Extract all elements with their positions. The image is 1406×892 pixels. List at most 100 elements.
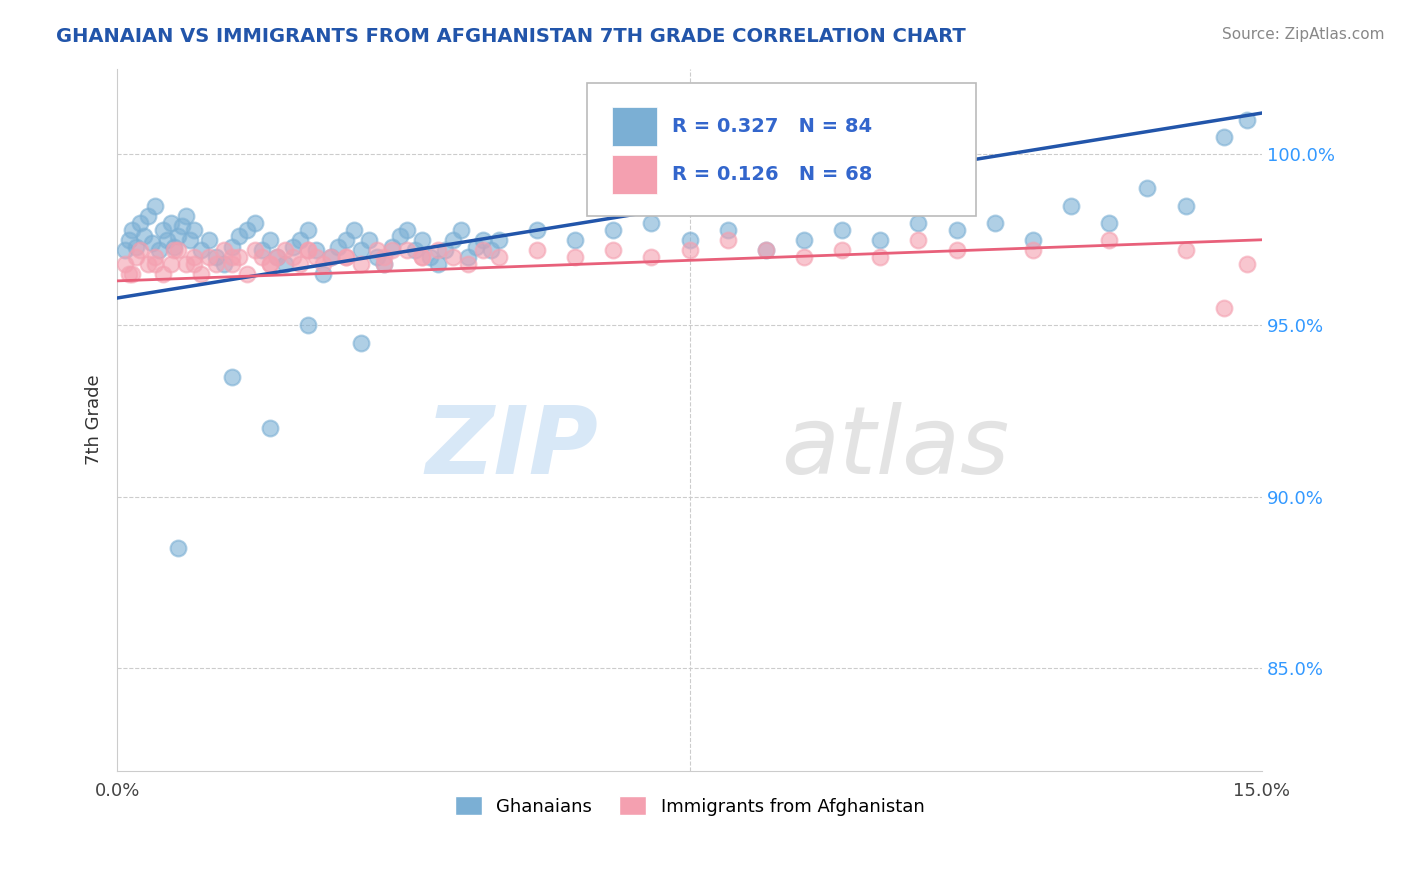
Point [1136, 181, 1159, 195]
Point [1098, 233, 1121, 247]
Point [869, 250, 891, 264]
Point [1236, 257, 1258, 271]
Point [183, 250, 205, 264]
Point [152, 267, 174, 281]
Point [183, 257, 205, 271]
Point [156, 233, 179, 247]
Point [907, 233, 929, 247]
Point [640, 216, 662, 230]
FancyBboxPatch shape [586, 83, 976, 216]
Point [174, 257, 197, 271]
Point [266, 250, 288, 264]
Point [373, 250, 395, 264]
Point [121, 267, 143, 281]
Point [1174, 198, 1197, 212]
Point [243, 243, 266, 257]
Point [350, 257, 373, 271]
Point [755, 243, 778, 257]
Point [228, 250, 250, 264]
Point [197, 233, 219, 247]
Point [129, 243, 152, 257]
Point [167, 541, 190, 555]
Point [129, 216, 152, 230]
Point [159, 257, 181, 271]
Point [290, 257, 312, 271]
Point [366, 243, 388, 257]
Point [148, 243, 170, 257]
Legend: Ghanaians, Immigrants from Afghanistan: Ghanaians, Immigrants from Afghanistan [446, 788, 934, 825]
Point [472, 233, 495, 247]
Point [312, 257, 335, 271]
Point [984, 216, 1007, 230]
Text: GHANAIAN VS IMMIGRANTS FROM AFGHANISTAN 7TH GRADE CORRELATION CHART: GHANAIAN VS IMMIGRANTS FROM AFGHANISTAN … [56, 27, 966, 45]
Point [163, 243, 186, 257]
Point [1060, 198, 1083, 212]
Point [197, 250, 219, 264]
Point [381, 243, 404, 257]
Y-axis label: 7th Grade: 7th Grade [86, 375, 103, 465]
Point [411, 250, 433, 264]
Point [907, 216, 929, 230]
Point [159, 216, 181, 230]
Point [831, 243, 853, 257]
Point [678, 233, 700, 247]
Point [250, 243, 273, 257]
Point [457, 257, 479, 271]
Point [755, 243, 778, 257]
Point [319, 250, 342, 264]
Point [411, 233, 433, 247]
Point [236, 222, 259, 236]
Point [136, 257, 159, 271]
Point [396, 243, 419, 257]
Point [259, 257, 281, 271]
Point [117, 267, 139, 281]
Point [457, 250, 479, 264]
Point [357, 233, 380, 247]
Point [236, 267, 259, 281]
FancyBboxPatch shape [612, 155, 658, 194]
Point [297, 222, 319, 236]
Point [450, 222, 472, 236]
Text: R = 0.327   N = 84: R = 0.327 N = 84 [672, 118, 873, 136]
Point [526, 222, 548, 236]
Point [335, 250, 357, 264]
Point [190, 243, 212, 257]
Point [479, 243, 502, 257]
Point [114, 257, 136, 271]
Point [250, 250, 273, 264]
Point [143, 250, 166, 264]
Point [121, 222, 143, 236]
Point [190, 267, 212, 281]
Point [1098, 216, 1121, 230]
Point [793, 233, 815, 247]
Point [1212, 301, 1234, 316]
Text: R = 0.126   N = 68: R = 0.126 N = 68 [672, 165, 873, 184]
Point [274, 257, 297, 271]
Point [419, 250, 441, 264]
Point [640, 250, 662, 264]
Point [350, 243, 373, 257]
Point [183, 222, 205, 236]
Point [717, 222, 740, 236]
Point [869, 233, 891, 247]
Point [381, 239, 404, 253]
Point [243, 216, 266, 230]
Point [373, 257, 395, 271]
Point [319, 250, 342, 264]
Point [143, 257, 166, 271]
Point [350, 335, 373, 350]
Point [312, 267, 335, 281]
Point [259, 257, 281, 271]
Point [212, 257, 235, 271]
Point [717, 233, 740, 247]
Point [170, 219, 193, 233]
Point [297, 243, 319, 257]
Point [1174, 243, 1197, 257]
Point [304, 243, 326, 257]
Point [212, 243, 235, 257]
Point [328, 239, 350, 253]
Point [335, 250, 357, 264]
Point [266, 250, 288, 264]
Point [163, 239, 186, 253]
Text: atlas: atlas [782, 402, 1010, 493]
